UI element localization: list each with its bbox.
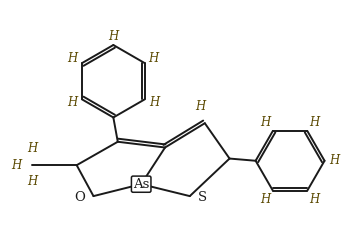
Text: H: H xyxy=(27,175,38,188)
Text: H: H xyxy=(67,96,78,109)
Text: H: H xyxy=(261,193,271,206)
Text: H: H xyxy=(261,116,271,129)
Text: H: H xyxy=(12,159,22,172)
Text: S: S xyxy=(198,191,207,204)
Text: H: H xyxy=(148,52,159,65)
Text: H: H xyxy=(309,193,319,206)
Text: H: H xyxy=(149,96,160,109)
Text: H: H xyxy=(27,143,38,155)
Text: H: H xyxy=(329,154,339,167)
Text: H: H xyxy=(309,116,319,129)
Text: As: As xyxy=(133,178,149,191)
Text: H: H xyxy=(108,30,118,43)
Text: O: O xyxy=(75,191,85,204)
Text: H: H xyxy=(195,100,206,113)
Text: H: H xyxy=(67,52,78,65)
